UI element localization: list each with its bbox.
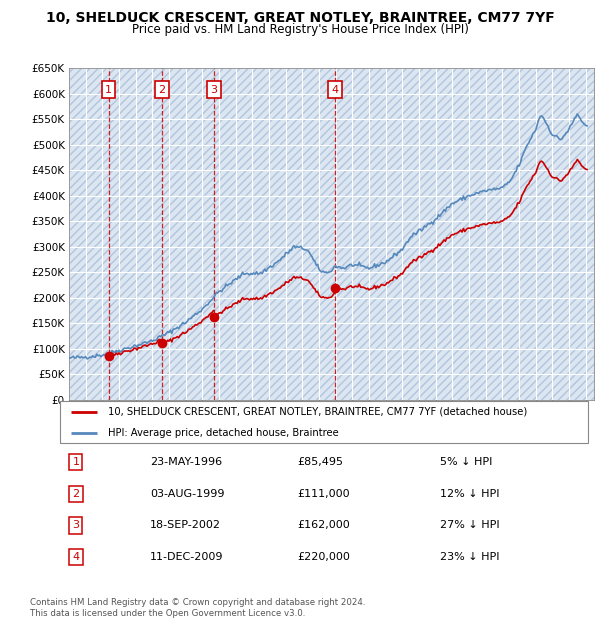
Text: 23-MAY-1996: 23-MAY-1996: [150, 457, 222, 467]
Text: 18-SEP-2002: 18-SEP-2002: [150, 520, 221, 531]
Text: 1: 1: [105, 85, 112, 95]
Text: 03-AUG-1999: 03-AUG-1999: [150, 489, 224, 499]
Text: 4: 4: [72, 552, 79, 562]
Text: £220,000: £220,000: [298, 552, 350, 562]
Text: 4: 4: [331, 85, 338, 95]
Text: 3: 3: [211, 85, 218, 95]
Text: 3: 3: [73, 520, 79, 531]
Text: 5% ↓ HPI: 5% ↓ HPI: [440, 457, 493, 467]
Text: 10, SHELDUCK CRESCENT, GREAT NOTLEY, BRAINTREE, CM77 7YF (detached house): 10, SHELDUCK CRESCENT, GREAT NOTLEY, BRA…: [107, 407, 527, 417]
Text: 12% ↓ HPI: 12% ↓ HPI: [440, 489, 500, 499]
Text: £111,000: £111,000: [298, 489, 350, 499]
Text: 27% ↓ HPI: 27% ↓ HPI: [440, 520, 500, 531]
Text: Contains HM Land Registry data © Crown copyright and database right 2024.
This d: Contains HM Land Registry data © Crown c…: [30, 598, 365, 618]
Text: Price paid vs. HM Land Registry's House Price Index (HPI): Price paid vs. HM Land Registry's House …: [131, 23, 469, 36]
Text: 2: 2: [72, 489, 79, 499]
Text: 1: 1: [73, 457, 79, 467]
Text: 10, SHELDUCK CRESCENT, GREAT NOTLEY, BRAINTREE, CM77 7YF: 10, SHELDUCK CRESCENT, GREAT NOTLEY, BRA…: [46, 11, 554, 25]
Text: 2: 2: [158, 85, 166, 95]
Text: HPI: Average price, detached house, Braintree: HPI: Average price, detached house, Brai…: [107, 428, 338, 438]
Text: £85,495: £85,495: [298, 457, 344, 467]
Text: 23% ↓ HPI: 23% ↓ HPI: [440, 552, 500, 562]
Text: 11-DEC-2009: 11-DEC-2009: [150, 552, 223, 562]
Text: £162,000: £162,000: [298, 520, 350, 531]
